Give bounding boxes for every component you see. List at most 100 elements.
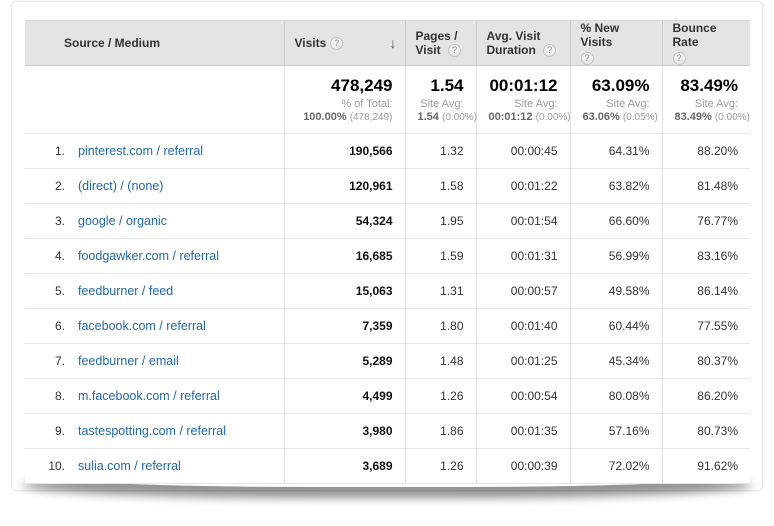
sort-descending-icon[interactable]: ↓ [389,35,397,51]
table-header-row: Source / Medium Visits ? ↓ Pages / Visit… [25,20,750,66]
row-rank: 2. [54,179,65,193]
summary-duration-delta: (0.00%) [535,111,571,123]
source-link[interactable]: feedburner / feed [78,284,174,298]
source-link[interactable]: tastespotting.com / referral [78,424,226,438]
duration-cell: 00:01:31 [475,238,570,274]
duration-cell: 00:01:35 [475,413,570,449]
bounce-cell: 81.48% [661,168,750,204]
source-link[interactable]: (direct) / (none) [78,179,164,193]
column-header-bounce-rate[interactable]: Bounce Rate ? [661,20,750,66]
source-cell: 6. facebook.com / referral [25,308,284,344]
source-cell: 9. tastespotting.com / referral [25,413,284,449]
new-visits-cell: 64.31% [569,133,662,169]
visits-cell: 16,685 [283,238,405,274]
pages-cell: 1.31 [404,273,476,309]
table-row: 8. m.facebook.com / referral 4,499 1.26 0… [25,378,750,414]
pages-cell: 1.26 [404,378,476,414]
source-link[interactable]: pinterest.com / referral [78,144,204,158]
visits-cell: 54,324 [283,203,405,239]
source-link[interactable]: m.facebook.com / referral [78,389,220,403]
help-icon[interactable]: ? [330,36,344,50]
table-row: 7. feedburner / email 5,289 1.48 00:01:25… [25,343,750,379]
row-rank: 9. [54,424,65,438]
summary-visits-cell: 478,249 % of Total: 100.00% (478,249) [283,65,405,134]
source-cell: 8. m.facebook.com / referral [25,378,284,414]
bounce-cell: 80.73% [661,413,750,449]
summary-row: 478,249 % of Total: 100.00% (478,249) 1.… [25,65,750,134]
row-rank: 10. [48,459,65,473]
visits-cell: 5,289 [283,343,405,379]
source-link[interactable]: feedburner / email [78,354,179,368]
pages-cell: 1.32 [404,133,476,169]
bounce-cell: 91.62% [661,448,750,484]
row-rank: 5. [54,284,65,298]
pages-cell: 1.80 [404,308,476,344]
pages-cell: 1.26 [404,448,476,484]
column-label-bounce-rate: Bounce Rate [672,21,717,49]
bounce-cell: 80.37% [661,343,750,379]
duration-cell: 00:00:45 [475,133,570,169]
source-link[interactable]: foodgawker.com / referral [78,249,220,263]
duration-cell: 00:01:40 [475,308,570,344]
summary-visits-avg: 100.00% [303,110,347,123]
summary-visits-caption: % of Total: [341,97,393,110]
duration-cell: 00:01:22 [475,168,570,204]
new-visits-cell: 56.99% [569,238,662,274]
table-row: 4. foodgawker.com / referral 16,685 1.59 … [25,238,750,274]
duration-cell: 00:00:39 [475,448,570,484]
bounce-cell: 76.77% [661,203,750,239]
duration-cell: 00:00:54 [475,378,570,414]
source-cell: 5. feedburner / feed [25,273,284,309]
visits-cell: 4,499 [283,378,405,414]
summary-bounce-caption: Site Avg: [694,97,738,110]
help-icon[interactable]: ? [580,52,594,65]
help-icon[interactable]: ? [672,52,686,65]
pages-cell: 1.59 [404,238,476,274]
duration-cell: 00:01:25 [475,343,570,379]
column-label-avg-visit-duration: Avg. Visit Duration [486,28,541,57]
pages-cell: 1.48 [404,343,476,379]
column-header-pages-per-visit[interactable]: Pages / Visit ? [404,20,476,66]
source-link[interactable]: facebook.com / referral [78,319,206,333]
row-rank: 8. [54,389,65,403]
bounce-cell: 77.55% [661,308,750,344]
new-visits-cell: 66.60% [569,203,662,239]
summary-duration-caption: Site Avg: [514,97,558,110]
source-link[interactable]: sulia.com / referral [78,459,181,473]
column-header-visits[interactable]: Visits ? ↓ [283,20,405,66]
help-icon[interactable]: ? [543,44,557,58]
summary-duration-cell: 00:01:12 Site Avg: 00:01:12 (0.00%) [475,65,571,134]
column-header-pct-new-visits[interactable]: % New Visits ? [569,20,662,66]
visits-cell: 15,063 [283,273,405,309]
table-row: 2. (direct) / (none) 120,961 1.58 00:01:2… [25,168,750,204]
column-header-avg-visit-duration[interactable]: Avg. Visit Duration ? [475,20,570,66]
help-icon[interactable]: ? [447,44,461,58]
table-row: 10. sulia.com / referral 3,689 1.26 00:00… [25,448,750,484]
summary-visits-delta: (478,249) [349,111,393,123]
bounce-cell: 86.20% [661,378,750,414]
row-rank: 4. [54,249,65,263]
visits-cell: 3,689 [283,448,405,484]
column-label-source-medium: Source / Medium [64,36,161,50]
summary-duration-avg: 00:01:12 [488,110,533,123]
source-cell: 4. foodgawker.com / referral [25,238,284,274]
pages-cell: 1.86 [404,413,476,449]
summary-bounce-cell: 83.49% Site Avg: 83.49% (0.00%) [661,65,750,134]
summary-pages-avg: 1.54 [417,110,439,123]
summary-new-visits-avg: 63.06% [582,110,620,123]
summary-new-visits-delta: (0.05%) [622,111,658,123]
new-visits-cell: 72.02% [569,448,662,484]
summary-source-cell [25,65,284,134]
visits-cell: 3,980 [283,413,405,449]
duration-cell: 00:01:54 [475,203,570,239]
source-cell: 3. google / organic [25,203,284,239]
new-visits-cell: 45.34% [569,343,662,379]
analytics-table-card: Source / Medium Visits ? ↓ Pages / Visit… [12,2,762,490]
summary-bounce-total: 83.49% [680,75,738,95]
source-link[interactable]: google / organic [78,214,167,228]
table-row: 5. feedburner / feed 15,063 1.31 00:00:57… [25,273,750,309]
bounce-cell: 88.20% [661,133,750,169]
new-visits-cell: 57.16% [569,413,662,449]
column-header-source-medium[interactable]: Source / Medium [25,20,284,66]
summary-new-visits-caption: Site Avg: [606,97,650,110]
